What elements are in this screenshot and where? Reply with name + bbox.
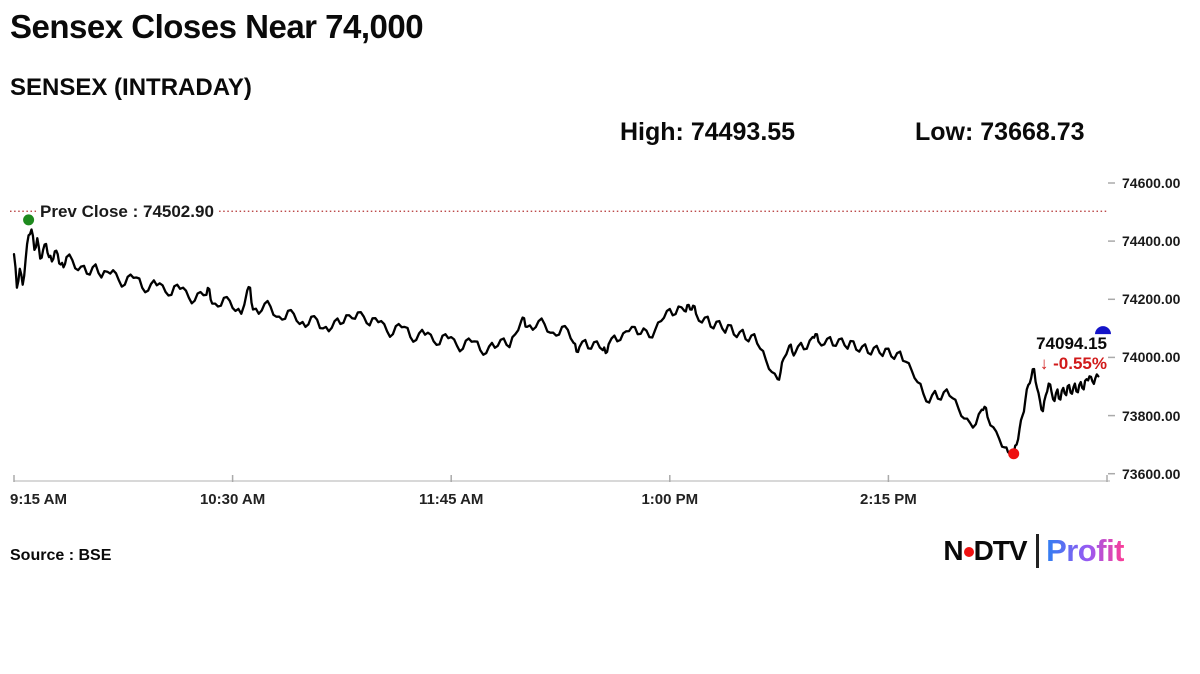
- price-line: [12, 228, 1100, 456]
- y-axis-label: 73800.00: [1122, 407, 1181, 424]
- last-price-change: ↓ -0.55%: [1036, 354, 1107, 374]
- ndtv-dtv: DTV: [973, 535, 1028, 566]
- ndtv-wordmark: N DTV: [943, 535, 1028, 567]
- prev-close-label: Prev Close : 74502.90: [36, 202, 218, 222]
- last-price-marker: [1095, 326, 1111, 335]
- open-high-marker: [23, 214, 35, 226]
- last-price-callout: 74094.15 ↓ -0.55%: [1036, 334, 1107, 374]
- logo-divider: [1035, 534, 1040, 568]
- page-title: Sensex Closes Near 74,000: [10, 8, 424, 45]
- last-price-value: 74094.15: [1036, 334, 1107, 353]
- ndtv-red-dot-icon: [963, 547, 974, 557]
- x-axis-label: 1:00 PM: [641, 491, 699, 508]
- session-low-marker: [1008, 448, 1020, 460]
- y-axis-label: 74400.00: [1122, 233, 1181, 250]
- profit-wordmark: Profit: [1046, 533, 1124, 568]
- ndtv-n: N: [943, 535, 963, 566]
- low-value-label: Low: 73668.73: [915, 118, 1085, 146]
- x-axis-label: 2:15 PM: [860, 491, 917, 508]
- x-axis-label: 10:30 AM: [199, 491, 266, 508]
- y-axis-label: 73600.00: [1122, 465, 1181, 482]
- down-arrow-icon: ↓: [1039, 354, 1049, 373]
- x-axis-label: 9:15 AM: [10, 491, 67, 508]
- change-percent: -0.55%: [1053, 354, 1107, 373]
- chart-subtitle: SENSEX (INTRADAY): [10, 74, 252, 101]
- x-axis-label: 11:45 AM: [418, 491, 484, 508]
- high-value-label: High: 74493.55: [620, 118, 796, 146]
- y-axis-label: 74600.00: [1122, 175, 1181, 191]
- y-axis-label: 74000.00: [1122, 349, 1181, 366]
- y-axis-label: 74200.00: [1122, 291, 1181, 308]
- ndtv-profit-logo: N DTV Profit: [943, 533, 1124, 569]
- source-credit: Source : BSE: [10, 547, 112, 564]
